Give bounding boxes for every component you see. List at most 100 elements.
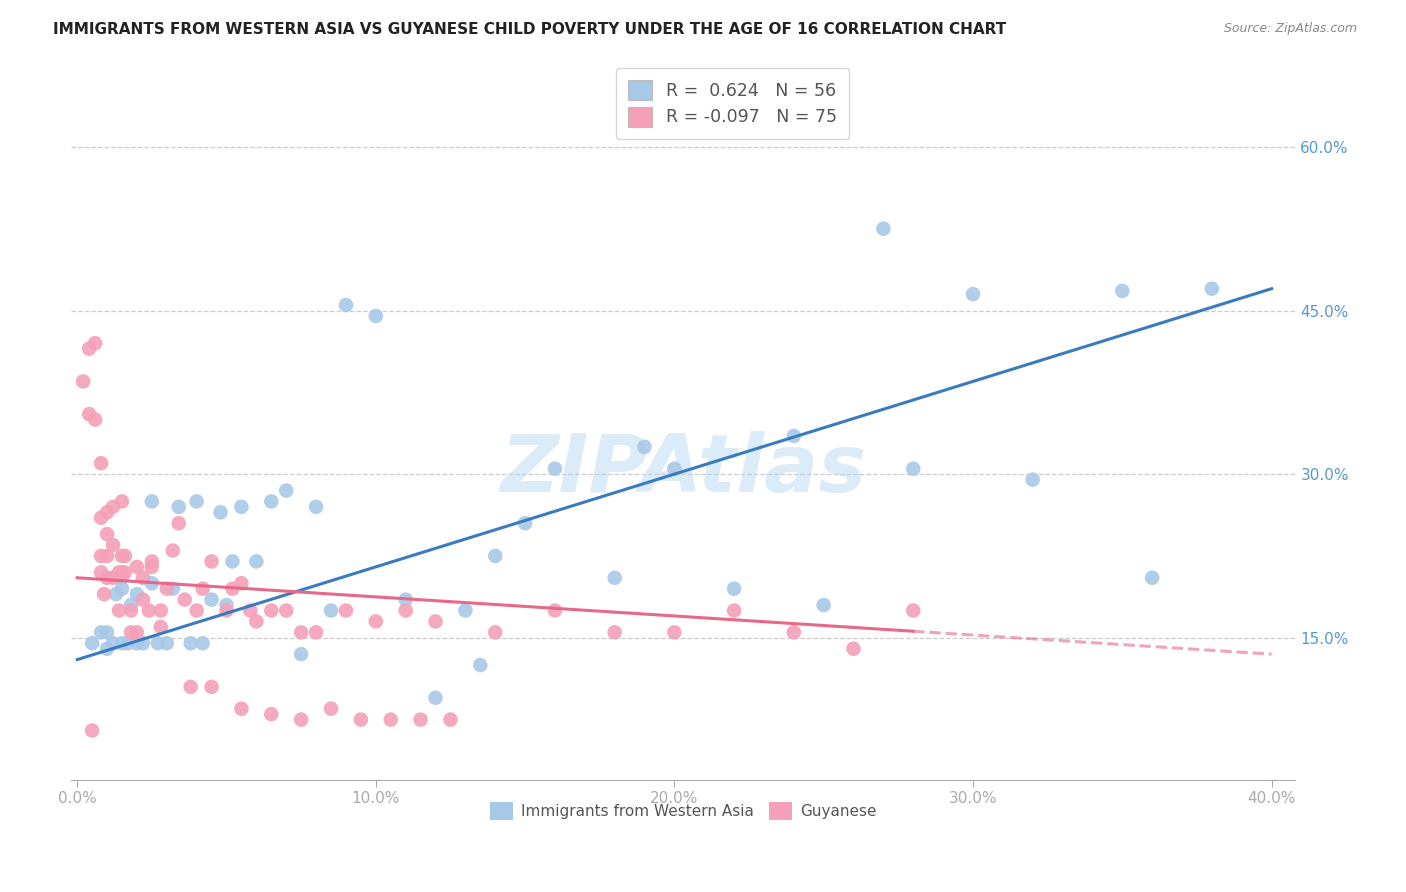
Point (82, 723, 104, 738)
Point (120, 625, 142, 640)
Point (90, 456, 112, 470)
Point (132, 636, 155, 650)
Point (77, 342, 100, 356)
Point (395, 603, 418, 617)
Point (111, 549, 134, 563)
Point (290, 713, 312, 727)
Point (903, 461, 925, 475)
Point (395, 592, 418, 607)
Point (96, 641, 118, 656)
Point (603, 571, 626, 585)
Point (132, 571, 155, 585)
Point (96, 625, 118, 640)
Point (260, 494, 283, 508)
Point (149, 620, 172, 634)
Point (380, 713, 402, 727)
Text: ZIPAtlas: ZIPAtlas (501, 431, 866, 509)
Point (141, 576, 163, 591)
Point (872, 221, 894, 235)
Point (138, 603, 160, 617)
Point (783, 429, 806, 443)
Point (125, 625, 148, 640)
Point (101, 500, 124, 514)
Point (842, 641, 865, 656)
Point (664, 461, 686, 475)
Point (72, 375, 94, 389)
Point (350, 713, 373, 727)
Point (470, 658, 492, 673)
Point (231, 702, 253, 716)
Point (245, 615, 267, 629)
Point (783, 625, 806, 640)
Point (90, 549, 112, 563)
Point (108, 566, 131, 580)
Point (82, 636, 104, 650)
Point (186, 603, 208, 617)
Point (96, 571, 118, 585)
Point (111, 566, 134, 580)
Point (813, 598, 835, 612)
Point (276, 483, 298, 498)
Point (167, 500, 190, 514)
Point (245, 554, 267, 568)
Point (156, 582, 179, 596)
Point (484, 625, 506, 640)
Point (93, 587, 115, 601)
Point (111, 582, 134, 596)
Point (191, 636, 214, 650)
Point (215, 603, 238, 617)
Point (544, 461, 567, 475)
Point (180, 680, 202, 694)
Point (290, 647, 312, 661)
Point (221, 582, 243, 596)
Point (1201, 282, 1223, 296)
Point (173, 592, 195, 607)
Point (364, 615, 387, 629)
Point (425, 615, 447, 629)
Point (96, 549, 118, 563)
Point (141, 554, 163, 568)
Point (409, 713, 432, 727)
Point (425, 690, 447, 705)
Point (221, 554, 243, 568)
Point (125, 587, 148, 601)
Point (200, 680, 222, 694)
Point (96, 505, 118, 519)
Point (484, 549, 506, 563)
Point (120, 598, 142, 612)
Point (200, 592, 222, 607)
Point (111, 636, 134, 650)
Point (146, 636, 169, 650)
Point (319, 603, 342, 617)
Point (962, 287, 984, 301)
Point (125, 636, 148, 650)
Point (149, 603, 172, 617)
Point (180, 636, 202, 650)
Point (162, 543, 184, 558)
Point (633, 440, 655, 454)
Point (186, 494, 208, 508)
Point (120, 603, 142, 617)
Point (335, 603, 357, 617)
Point (231, 576, 253, 591)
Point (167, 516, 190, 531)
Point (96, 527, 118, 541)
Point (111, 494, 134, 508)
Point (101, 571, 124, 585)
Point (544, 603, 567, 617)
Point (191, 582, 214, 596)
Point (305, 625, 328, 640)
Point (239, 603, 262, 617)
Point (723, 603, 745, 617)
Point (90, 625, 112, 640)
Point (335, 298, 357, 312)
Point (132, 592, 155, 607)
Point (90, 510, 112, 524)
Point (117, 636, 139, 650)
Point (305, 500, 328, 514)
Point (903, 603, 925, 617)
Point (162, 582, 184, 596)
Point (114, 549, 136, 563)
Text: Source: ZipAtlas.com: Source: ZipAtlas.com (1223, 22, 1357, 36)
Point (200, 554, 222, 568)
